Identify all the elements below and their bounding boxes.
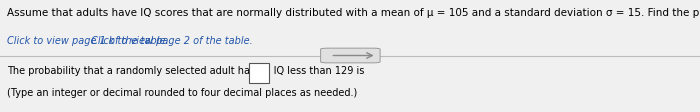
Text: Click to view page 2 of the table.: Click to view page 2 of the table.: [88, 36, 252, 46]
Text: The probability that a randomly selected adult has an IQ less than 129 is: The probability that a randomly selected…: [7, 65, 365, 75]
Text: (Type an integer or decimal rounded to four decimal places as needed.): (Type an integer or decimal rounded to f…: [7, 87, 357, 97]
Bar: [249, 64, 269, 83]
Text: Click to view page 1 of the table.: Click to view page 1 of the table.: [7, 36, 169, 46]
Text: Assume that adults have IQ scores that are normally distributed with a mean of μ: Assume that adults have IQ scores that a…: [7, 8, 700, 18]
FancyBboxPatch shape: [321, 49, 380, 63]
